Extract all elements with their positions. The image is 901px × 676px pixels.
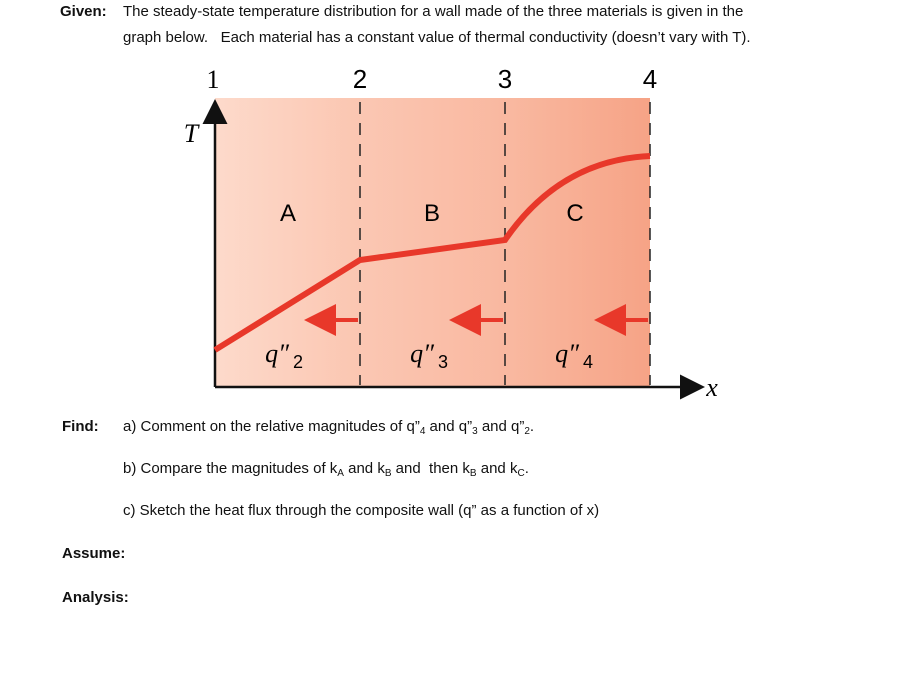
text-run: c) Sketch the heat flux through the comp… [123,502,600,519]
subscript: 4 [419,426,426,437]
subscript: C [517,468,525,479]
boundary-label: 2 [353,64,367,94]
boundary-label: 1 [207,65,220,94]
assume-label: Assume: [62,545,126,562]
temperature-profile [213,153,651,353]
y-axis-label: T [184,119,200,148]
text-run: and k [343,460,385,477]
boundary-label: 4 [643,64,657,94]
given-text: graph below. Each material has a constan… [123,29,751,46]
text-run: . [524,460,529,477]
subscript: B [384,468,392,479]
material-a-region [215,98,360,387]
x-axis-label: x [705,373,718,402]
subscript: 3 [472,426,478,437]
given-text: The steady-state temperature distributio… [123,3,744,20]
flux-subscript: 2 [293,352,303,372]
subscript: A [337,468,344,479]
material-label: A [280,200,296,227]
subscript: B [469,468,477,479]
flux-symbol: q″ [555,339,580,368]
flux-symbol: q″ [410,339,435,368]
flux-labels: q″ 2 q″ 3 q″ 4 [265,339,593,372]
find-label: Find: [62,418,99,435]
subscript: 2 [524,426,530,437]
find-item: a) Comment on the relative magnitudes of… [123,418,535,437]
find-item: b) Compare the magnitudes of kA and kB a… [123,460,529,479]
material-c-region [505,98,650,387]
find-item: c) Sketch the heat flux through the comp… [123,502,599,520]
interfaces [359,102,651,385]
text-run: and k [476,460,518,477]
text-run: b) Compare the magnitudes of k [123,460,338,477]
text-run: . [529,418,535,435]
text-run: and then k [391,460,470,477]
given-label: Given: [60,3,107,20]
temperature-diagram: 1 2 3 4 T x A B C q″ 2 q″ 3 q″ 4 [184,64,718,402]
text-run: and q” [425,418,473,435]
text-run: a) Comment on the relative magnitudes of… [123,418,420,435]
material-label: B [424,200,440,227]
flux-subscript: 3 [438,352,448,372]
flux-symbol: q″ [265,339,290,368]
boundary-label: 3 [498,64,512,94]
flux-subscript: 4 [583,352,593,372]
text-run: and q” [477,418,525,435]
analysis-label: Analysis: [62,589,129,606]
material-label: C [566,200,583,227]
